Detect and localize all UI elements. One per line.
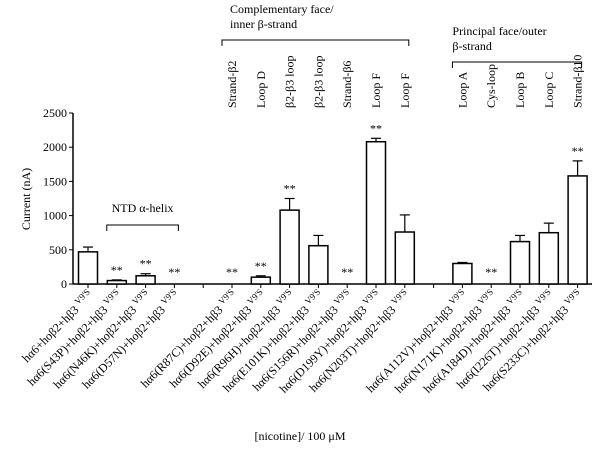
bar — [308, 244, 329, 285]
bar — [452, 262, 473, 285]
superscript: V9'S — [303, 287, 323, 307]
superscript: V9'S — [216, 287, 236, 307]
y-tick-label: 2500 — [43, 106, 67, 120]
group-bracket — [106, 224, 179, 231]
superscript: V9'S — [274, 287, 294, 307]
significance-marker: ** — [485, 265, 497, 279]
bar — [279, 209, 300, 285]
significance-marker: ** — [572, 144, 584, 158]
group-label: β-strand — [452, 39, 491, 53]
region-label: Loop F — [369, 73, 383, 108]
superscript: V9'S — [389, 287, 409, 307]
y-tick-label: 1500 — [43, 174, 67, 188]
superscript: V9'S — [101, 287, 121, 307]
y-axis-label: Current (nA) — [19, 168, 33, 230]
significance-marker: ** — [226, 265, 238, 279]
bar — [538, 231, 560, 285]
superscript: V9'S — [447, 287, 467, 307]
superscript: V9'S — [562, 287, 582, 307]
region-label: Cys-loop — [484, 64, 498, 108]
region-label: Loop F — [398, 73, 412, 108]
significance-marker: ** — [255, 259, 267, 273]
bar — [365, 140, 387, 285]
superscript: V9'S — [159, 287, 179, 307]
group-bracket — [451, 61, 583, 68]
superscript: V9'S — [72, 287, 92, 307]
region-label: Strand-β10 — [571, 55, 585, 108]
region-label: β2-β3 loop — [311, 55, 325, 108]
bar — [77, 251, 99, 285]
group-label: NTD α-helix — [112, 201, 174, 215]
superscript: V9'S — [476, 287, 496, 307]
group-label: inner β-strand — [230, 17, 297, 31]
significance-marker: ** — [168, 265, 180, 279]
region-label: Loop D — [254, 71, 268, 108]
group-label: Principal face/outer — [452, 24, 546, 38]
bar — [135, 275, 156, 285]
bar — [509, 240, 531, 285]
superscript: V9'S — [130, 287, 150, 307]
x-axis-label: [nicotine]/ 100 μM — [254, 429, 345, 443]
significance-marker: ** — [284, 182, 296, 196]
region-label: Loop C — [542, 72, 556, 108]
superscript: V9'S — [504, 287, 524, 307]
superscript: V9'S — [332, 287, 352, 307]
region-label: Loop B — [513, 72, 527, 108]
superscript: V9'S — [360, 287, 380, 307]
bar — [250, 276, 272, 285]
y-tick-label: 500 — [49, 243, 67, 257]
region-label: β2-β3 loop — [283, 55, 297, 108]
bar — [106, 279, 128, 285]
bar — [394, 231, 416, 285]
region-label: Loop A — [455, 71, 469, 108]
y-tick-label: 2000 — [43, 140, 67, 154]
y-tick-label: 0 — [61, 277, 67, 291]
group-label: Complementary face/ — [230, 2, 334, 16]
superscript: V9'S — [533, 287, 553, 307]
significance-marker: ** — [341, 265, 353, 279]
significance-marker: ** — [111, 263, 123, 277]
bar — [567, 175, 588, 285]
significance-marker: ** — [370, 121, 382, 135]
significance-marker: ** — [140, 257, 152, 271]
region-label: Strand-β6 — [340, 61, 354, 108]
group-bracket — [221, 39, 410, 46]
region-label: Strand-β2 — [225, 61, 239, 108]
y-tick-label: 1000 — [43, 209, 67, 223]
superscript: V9'S — [245, 287, 265, 307]
